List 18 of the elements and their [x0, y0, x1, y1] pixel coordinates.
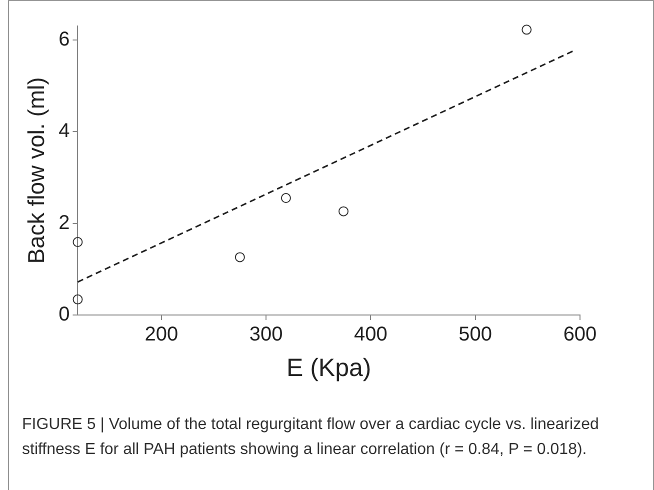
y-tick-label: 4 [58, 120, 70, 142]
point [280, 193, 291, 204]
y-tick-label: 0 [58, 304, 70, 326]
x-tick-label: 300 [249, 324, 283, 346]
x-tick-label: 200 [144, 324, 178, 346]
y-tick-label: 6 [58, 28, 70, 50]
point [72, 237, 83, 248]
y-axis-title: Back flow vol. (ml) [23, 77, 50, 264]
point [522, 24, 532, 35]
point [234, 252, 245, 262]
caption: FIGURE 5 | Volume of the total regurgitant flow over a cardiac cycle vs. linearized stiffness E for all PAH patients showing a linear correlation (r = 0.84, P = 0.018). [22, 415, 600, 460]
point [338, 206, 349, 216]
x-tick-label: 500 [458, 324, 492, 346]
y-tick-label: 2 [58, 212, 70, 234]
point [72, 294, 83, 304]
x-axis-title: E (Kpa) [286, 354, 372, 382]
x-tick-label: 600 [563, 324, 597, 346]
x-tick-label: 400 [354, 324, 388, 346]
